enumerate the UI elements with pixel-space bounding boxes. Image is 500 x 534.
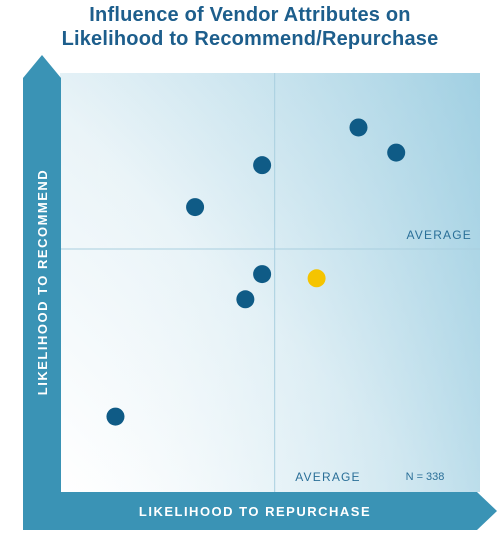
- highlighted-data-point: [307, 269, 326, 288]
- data-point: [387, 143, 406, 162]
- plot-background-overlay: [60, 73, 480, 492]
- chart-title: Influence of Vendor Attributes on Likeli…: [0, 3, 500, 51]
- data-point: [253, 265, 272, 284]
- data-point: [106, 407, 125, 426]
- chart-title-line-2: Likelihood to Recommend/Repurchase: [61, 28, 439, 50]
- data-point: [349, 118, 368, 137]
- y-axis-label: LIKELIHOOD TO RECOMMEND: [35, 169, 50, 395]
- data-point: [253, 156, 272, 175]
- y-axis-arrow: [23, 55, 61, 492]
- x-average-label: AVERAGE: [295, 470, 361, 484]
- chart-title-line-1: Influence of Vendor Attributes on: [89, 4, 411, 26]
- data-point: [186, 198, 205, 217]
- y-average-label: AVERAGE: [406, 228, 472, 242]
- sample-size-label: N = 338: [406, 471, 445, 483]
- x-axis-arrow: [23, 492, 497, 530]
- x-axis-label: LIKELIHOOD TO REPURCHASE: [139, 504, 371, 519]
- data-points: [106, 118, 406, 426]
- data-point: [236, 290, 255, 309]
